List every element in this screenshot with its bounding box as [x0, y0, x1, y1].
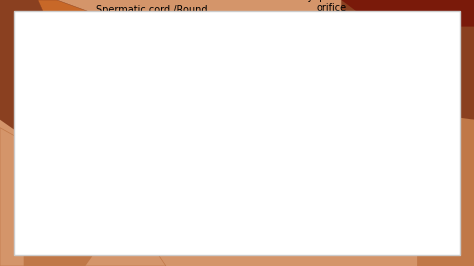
Text: Myopectineal
orifice: Myopectineal orifice — [299, 0, 376, 40]
Polygon shape — [0, 0, 62, 133]
Polygon shape — [24, 138, 142, 266]
FancyBboxPatch shape — [282, 174, 419, 219]
Polygon shape — [0, 128, 166, 266]
Ellipse shape — [370, 25, 446, 39]
Polygon shape — [0, 27, 47, 120]
FancyBboxPatch shape — [310, 84, 457, 150]
Polygon shape — [38, 85, 199, 149]
Text: Indirect
inguinal
hernia: Indirect inguinal hernia — [68, 108, 121, 153]
Polygon shape — [341, 0, 474, 27]
FancyBboxPatch shape — [26, 94, 164, 166]
Ellipse shape — [185, 98, 327, 157]
Ellipse shape — [213, 108, 251, 132]
Ellipse shape — [356, 20, 460, 44]
Polygon shape — [417, 101, 474, 266]
Polygon shape — [38, 0, 356, 117]
Text: Femoral
hernia: Femoral hernia — [324, 182, 377, 211]
Polygon shape — [294, 128, 322, 154]
Polygon shape — [341, 0, 474, 120]
Text: Spermatic cord /Round
ligament of uterus: Spermatic cord /Round ligament of uterus — [96, 5, 224, 98]
Ellipse shape — [204, 106, 289, 144]
Text: Direct
inguinal
hernia: Direct inguinal hernia — [359, 100, 409, 134]
